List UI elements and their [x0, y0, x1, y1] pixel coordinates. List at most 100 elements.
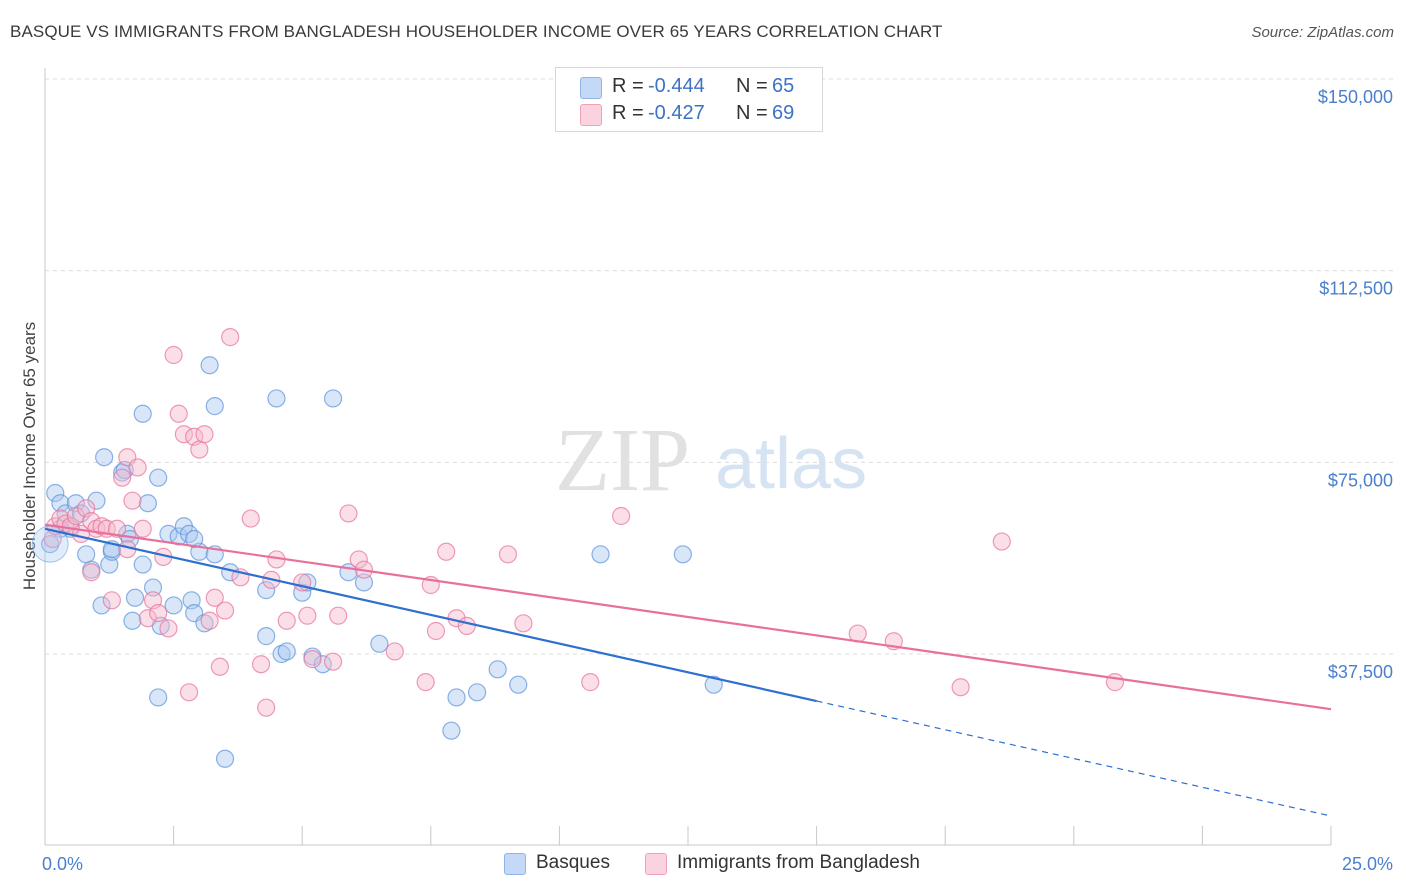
legend-r-label: R =	[612, 102, 644, 124]
bangladesh-point-13	[107, 519, 127, 538]
basques-point-52	[447, 688, 466, 707]
bangladesh-point-46	[323, 652, 343, 671]
bangladesh-point-33	[210, 657, 229, 676]
bottom-legend-label-bangladesh: Immigrants from Bangladesh	[677, 852, 920, 873]
basques-point-20	[133, 404, 152, 423]
basques-point-1	[46, 483, 65, 503]
grid-lines	[45, 78, 1396, 655]
bangladesh-point-54	[426, 621, 446, 641]
y-tick-label-3: $150,000	[1318, 87, 1393, 107]
bottom-legend-swatch-bangladesh	[645, 853, 667, 875]
x-tick-labels: 0.0% 25.0%	[42, 854, 1393, 874]
basques-point-36	[205, 397, 224, 416]
bangladesh-point-30	[195, 425, 214, 444]
basques-point-40	[267, 389, 286, 408]
y-tick-label-0: $37,500	[1328, 662, 1393, 682]
basques-point-41	[272, 644, 291, 664]
basques-point-18	[125, 588, 145, 607]
bangladesh-point-16	[123, 491, 142, 510]
legend-n-label: N =	[736, 102, 768, 124]
bangladesh-point-29	[190, 440, 209, 459]
basques-point-60	[71, 504, 91, 523]
bangladesh-point-10	[92, 517, 111, 536]
basques-point-34	[195, 614, 214, 633]
basques-point-19	[133, 555, 152, 574]
trend-line-extension-0	[816, 700, 1332, 817]
bangladesh-point-64	[951, 678, 970, 697]
basques-point-10	[95, 448, 114, 467]
bangladesh-point-27	[179, 683, 199, 702]
bangladesh-point-66	[1105, 673, 1125, 692]
bangladesh-point-49	[349, 550, 368, 569]
basques-point-62	[185, 529, 204, 549]
bangladesh-point-14	[113, 468, 132, 487]
bottom-legend-swatch-basques	[504, 853, 526, 875]
basques-point-23	[149, 688, 168, 707]
legend-swatch-basques	[580, 77, 602, 99]
legend-r-label: R =	[612, 75, 644, 97]
basques-point-2	[51, 494, 70, 513]
bangladesh-point-42	[277, 611, 296, 630]
bangladesh-point-61	[612, 506, 631, 526]
bangladesh-point-44	[298, 606, 317, 625]
bangladesh-point-59	[514, 614, 533, 633]
x-tick-label-0: 0.0%	[42, 854, 83, 874]
basques-point-58	[704, 675, 723, 694]
basques-point-9	[92, 596, 111, 615]
legend-r-value: -0.444	[648, 75, 705, 97]
bangladesh-point-34	[215, 601, 235, 620]
y-tick-label-2: $112,500	[1319, 279, 1393, 299]
basques-point-6	[77, 545, 96, 564]
basques-point-53	[467, 683, 487, 702]
watermark: ZIP atlas	[555, 411, 867, 510]
bangladesh-point-48	[339, 504, 358, 523]
bangladesh-point-25	[169, 404, 188, 423]
basques-point-37	[215, 749, 235, 768]
basques-point-27	[164, 596, 183, 615]
basques-point-17	[123, 611, 142, 630]
basques-cluster-point	[31, 525, 69, 563]
trend-line-0	[44, 527, 817, 703]
correlation-legend: R = -0.444 N = 65 R = -0.427 N = 69	[555, 67, 823, 132]
trend-line-1	[44, 523, 1332, 711]
bangladesh-point-52	[416, 673, 435, 692]
bangladesh-point-58	[498, 545, 518, 564]
bangladesh-point-12	[102, 591, 121, 610]
bottom-legend-label-basques: Basques	[536, 852, 610, 873]
bangladesh-point-65	[992, 532, 1011, 551]
basques-point-35	[200, 356, 219, 375]
basques-point-21	[138, 494, 157, 513]
bangladesh-point-57	[457, 616, 476, 635]
bangladesh-point-31	[200, 611, 219, 630]
bangladesh-point-23	[159, 619, 178, 638]
y-tick-label-1: $75,000	[1328, 470, 1393, 490]
bangladesh-point-67	[82, 563, 101, 582]
basques-point-8	[87, 491, 106, 510]
data-points	[31, 328, 1125, 768]
legend-n-value: 65	[772, 75, 795, 97]
bangladesh-point-60	[581, 673, 600, 692]
basques-point-22	[143, 578, 163, 597]
bangladesh-point-55	[437, 542, 456, 561]
basques-point-54	[488, 660, 507, 679]
legend-swatch-bangladesh	[580, 104, 602, 126]
basques-point-43	[293, 583, 312, 602]
legend-n-label: N =	[736, 75, 768, 97]
bangladesh-point-45	[303, 650, 322, 669]
basques-point-50	[370, 634, 389, 653]
chart-title: BASQUE VS IMMIGRANTS FROM BANGLADESH HOU…	[10, 22, 943, 41]
bangladesh-point-21	[149, 604, 168, 623]
bangladesh-point-35	[221, 328, 240, 347]
bangladesh-point-38	[251, 655, 271, 674]
bangladesh-point-51	[385, 642, 404, 661]
basques-point-51	[442, 721, 461, 740]
basques-point-30	[179, 524, 199, 543]
y-axis-label: Householder Income Over 65 years	[20, 322, 39, 590]
basques-point-39	[257, 581, 276, 600]
x-tick-label-1: 25.0%	[1342, 854, 1393, 874]
legend-n-value: 69	[772, 102, 795, 124]
basques-point-57	[673, 545, 692, 564]
watermark-zip: ZIP	[555, 411, 690, 510]
legend-r-value: -0.427	[648, 102, 705, 124]
